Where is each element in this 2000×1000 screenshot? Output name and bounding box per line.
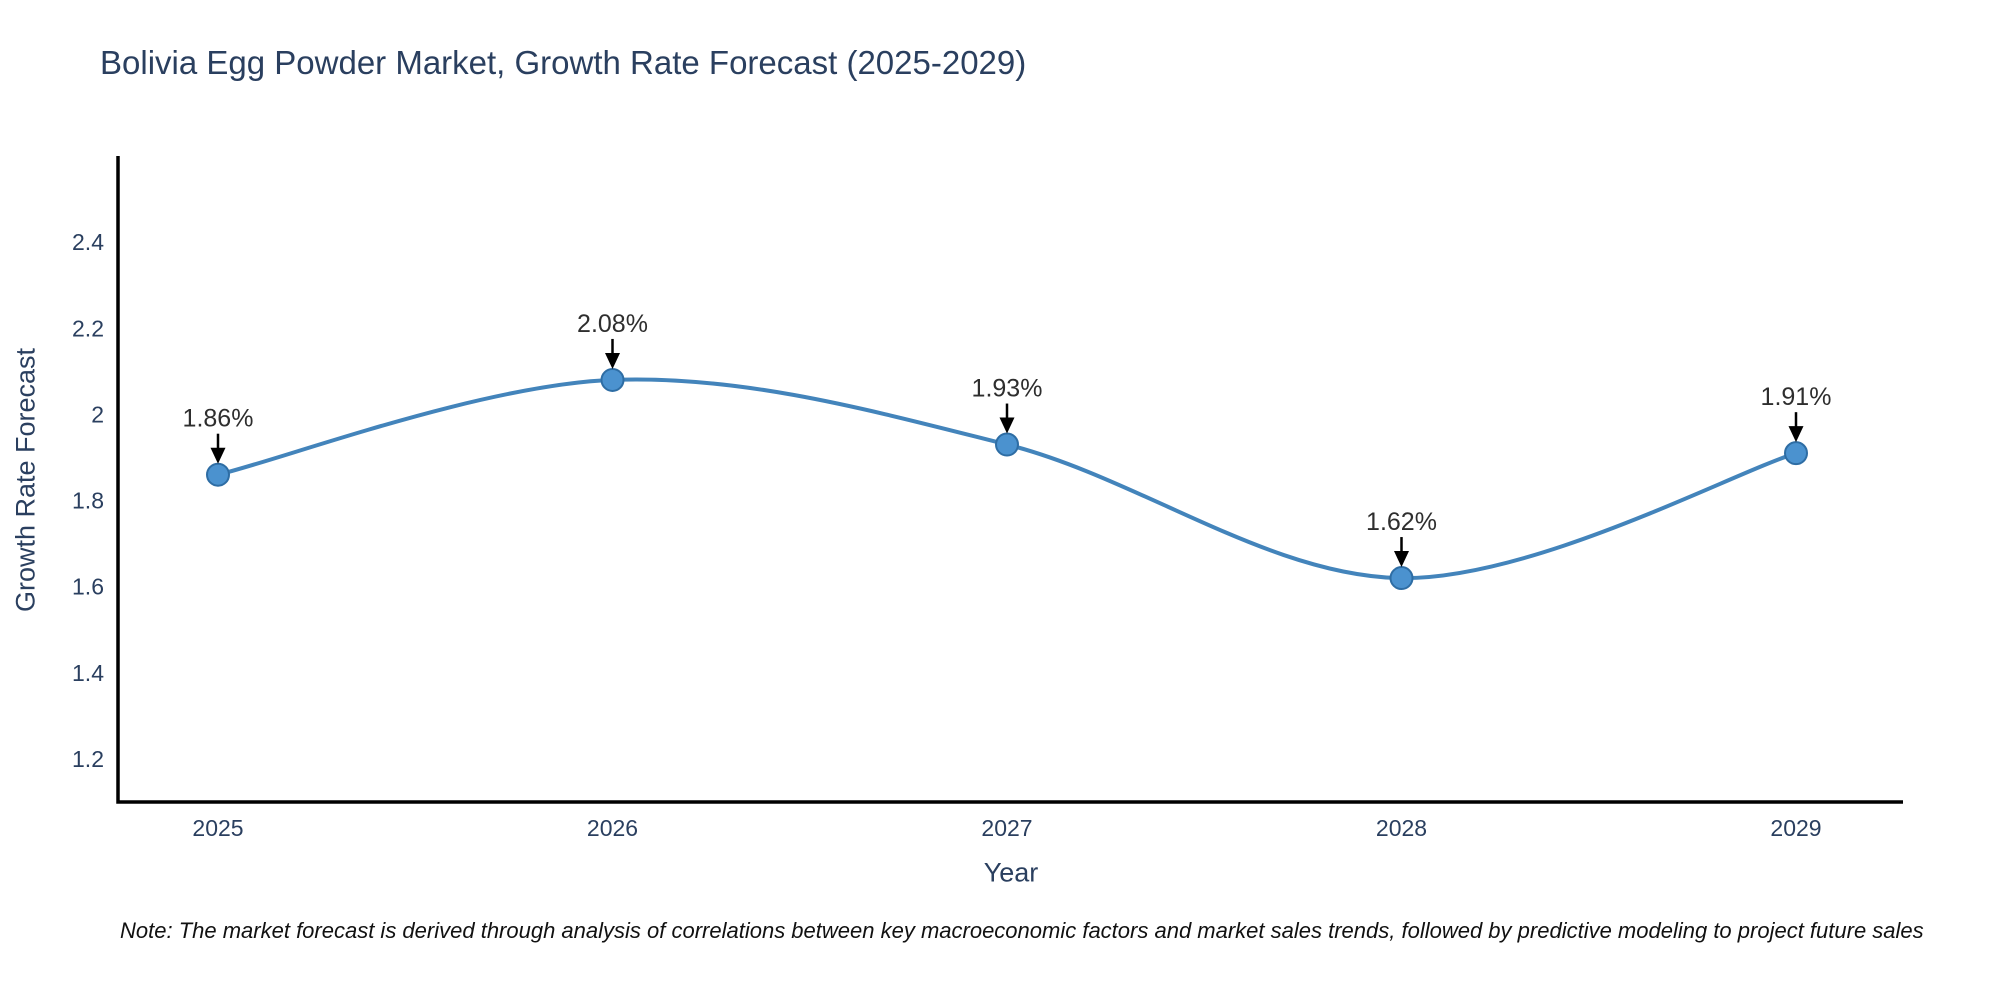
point-annotation: 2.08%	[577, 310, 648, 338]
y-tick-label: 1.6	[72, 574, 104, 600]
y-axis-title: Growth Rate Forecast	[10, 347, 41, 613]
point-annotation: 1.86%	[183, 405, 254, 433]
data-point-marker	[206, 462, 230, 487]
annotation-arrow-head	[605, 352, 620, 369]
y-tick-label: 2	[91, 401, 104, 427]
data-point-marker	[600, 367, 625, 392]
x-tick-label: 2026	[587, 815, 638, 841]
annotation-arrow-head	[1788, 426, 1804, 443]
chart-title: Bolivia Egg Powder Market, Growth Rate F…	[100, 44, 1027, 81]
point-annotation: 1.93%	[972, 375, 1043, 403]
x-tick-label: 2029	[1770, 815, 1821, 841]
footnote: Note: The market forecast is derived thr…	[120, 918, 1924, 943]
y-tick-label: 1.2	[72, 746, 104, 772]
y-tick-label: 2.2	[72, 315, 104, 341]
axis-line	[116, 156, 1903, 804]
x-tick-label: 2025	[192, 815, 243, 841]
data-point-marker	[1389, 566, 1414, 591]
data-point-marker	[995, 432, 1019, 457]
x-tick-label: 2028	[1376, 815, 1427, 841]
point-annotation: 1.91%	[1761, 383, 1832, 411]
x-tick-label: 2027	[981, 815, 1032, 841]
data-point-marker	[1784, 441, 1808, 466]
y-tick-label: 1.4	[72, 660, 104, 686]
y-tick-label: 2.4	[72, 229, 104, 255]
annotation-arrow-head	[1394, 551, 1409, 568]
annotation-arrow-head	[210, 447, 226, 464]
point-annotation: 1.62%	[1366, 508, 1437, 536]
annotation-arrow-head	[999, 417, 1015, 434]
x-axis-title: Year	[983, 857, 1039, 888]
y-tick-label: 1.8	[72, 488, 104, 514]
